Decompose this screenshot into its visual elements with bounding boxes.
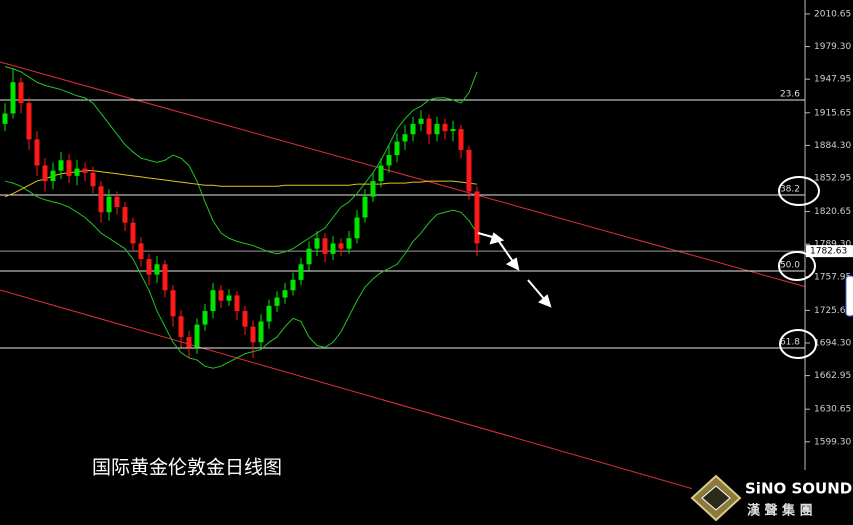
candle-body [434, 123, 440, 135]
candle-body [418, 118, 424, 124]
fib-label: 38.2 [780, 185, 800, 195]
candle-body [202, 311, 208, 325]
brand: SiNO SOUND [745, 480, 852, 498]
candle-body [58, 160, 64, 171]
chart-title: 国际黄金伦敦金日线图 [92, 457, 282, 479]
candle-body [90, 172, 96, 187]
candle-body [138, 243, 144, 260]
bollinger-upper [4, 66, 478, 255]
y-tick-label: 1852.95 [814, 173, 851, 183]
candle-body [146, 259, 152, 275]
trend-line [0, 289, 806, 522]
candle-body [354, 217, 360, 239]
y-tick-label: 1979.30 [814, 42, 851, 52]
candle-body [194, 324, 200, 348]
brand-sub: 漢 聲 集 團 [747, 503, 813, 519]
candle-body [74, 168, 80, 176]
y-tick-label: 1694.30 [814, 338, 851, 348]
candle-body [426, 118, 432, 135]
candle-body [154, 264, 160, 275]
candle-body [178, 316, 184, 338]
y-tick-label: 1789.30 [814, 240, 851, 250]
candle-body [386, 155, 392, 166]
candle-body [314, 238, 320, 249]
candle-body [242, 311, 248, 327]
candle-body [250, 326, 256, 343]
candle-body [402, 134, 408, 142]
candle-body [82, 168, 88, 173]
candle-body [298, 264, 304, 280]
candle-body [162, 264, 168, 291]
y-tick-label: 1915.65 [814, 108, 851, 118]
forecast-arrows [477, 232, 552, 308]
candle-body [450, 129, 456, 132]
candle-body [330, 243, 336, 254]
y-tick-label: 1947.95 [814, 75, 851, 85]
candle-body [466, 149, 472, 192]
y-tick-label: 1820.65 [814, 207, 851, 217]
candle-body [362, 196, 368, 218]
candle-body [114, 196, 120, 208]
candle-body [282, 290, 288, 298]
candle-body [394, 141, 400, 156]
fib-label: 23.6 [780, 89, 800, 99]
candle-body [226, 295, 232, 301]
candle-body [274, 297, 280, 306]
candle-body [170, 290, 176, 317]
candle-body [370, 181, 376, 197]
candle-body [122, 207, 128, 223]
candle-body [338, 243, 344, 249]
y-tick-label: 1630.65 [814, 405, 851, 415]
candle-body [266, 305, 272, 322]
y-tick-label: 1599.30 [814, 437, 851, 447]
y-tick-label: 1757.95 [814, 272, 851, 282]
bollinger-lower [4, 180, 478, 369]
candle-body [234, 295, 240, 312]
highlight-circles [778, 176, 820, 359]
candle-body [290, 279, 296, 291]
candle-body [34, 139, 40, 166]
candle-body [130, 222, 136, 244]
candle-body [210, 290, 216, 312]
candle-body [258, 321, 264, 343]
candle-body [18, 82, 24, 104]
candle-body [474, 191, 480, 244]
y-tick-label: 1884.30 [814, 141, 851, 151]
candle-body [50, 170, 56, 182]
candle-body [98, 186, 104, 213]
candle-body [378, 165, 384, 182]
candle-body [66, 160, 72, 176]
candle-body [42, 165, 48, 182]
candle-body [218, 290, 224, 301]
trend-line [0, 61, 806, 288]
candle-body [410, 123, 416, 135]
candle-body [2, 113, 8, 124]
last-price-label: 1782.63 [810, 247, 847, 257]
candle-body [10, 82, 16, 114]
candle-body [26, 103, 32, 140]
fib-label: 61.8 [780, 337, 800, 347]
candle-body [106, 196, 112, 213]
candle-body [186, 337, 192, 348]
side-tab [845, 275, 853, 317]
y-tick-label: 2010.65 [814, 9, 851, 19]
y-tick-label: 1725.65 [814, 306, 851, 316]
candle-body [306, 248, 312, 265]
candle-body [322, 238, 328, 254]
candle-body [346, 238, 352, 249]
candle-body [442, 123, 448, 132]
last-price-box [806, 245, 853, 258]
logo: SiNO SOUND 漢 聲 集 團 [690, 470, 853, 525]
fib-label: 50.0 [780, 261, 800, 271]
candle-body [458, 129, 464, 150]
y-tick-label: 1662.95 [814, 371, 851, 381]
plot-area: 23.6 38.2 50.0 61.8 [0, 61, 806, 522]
